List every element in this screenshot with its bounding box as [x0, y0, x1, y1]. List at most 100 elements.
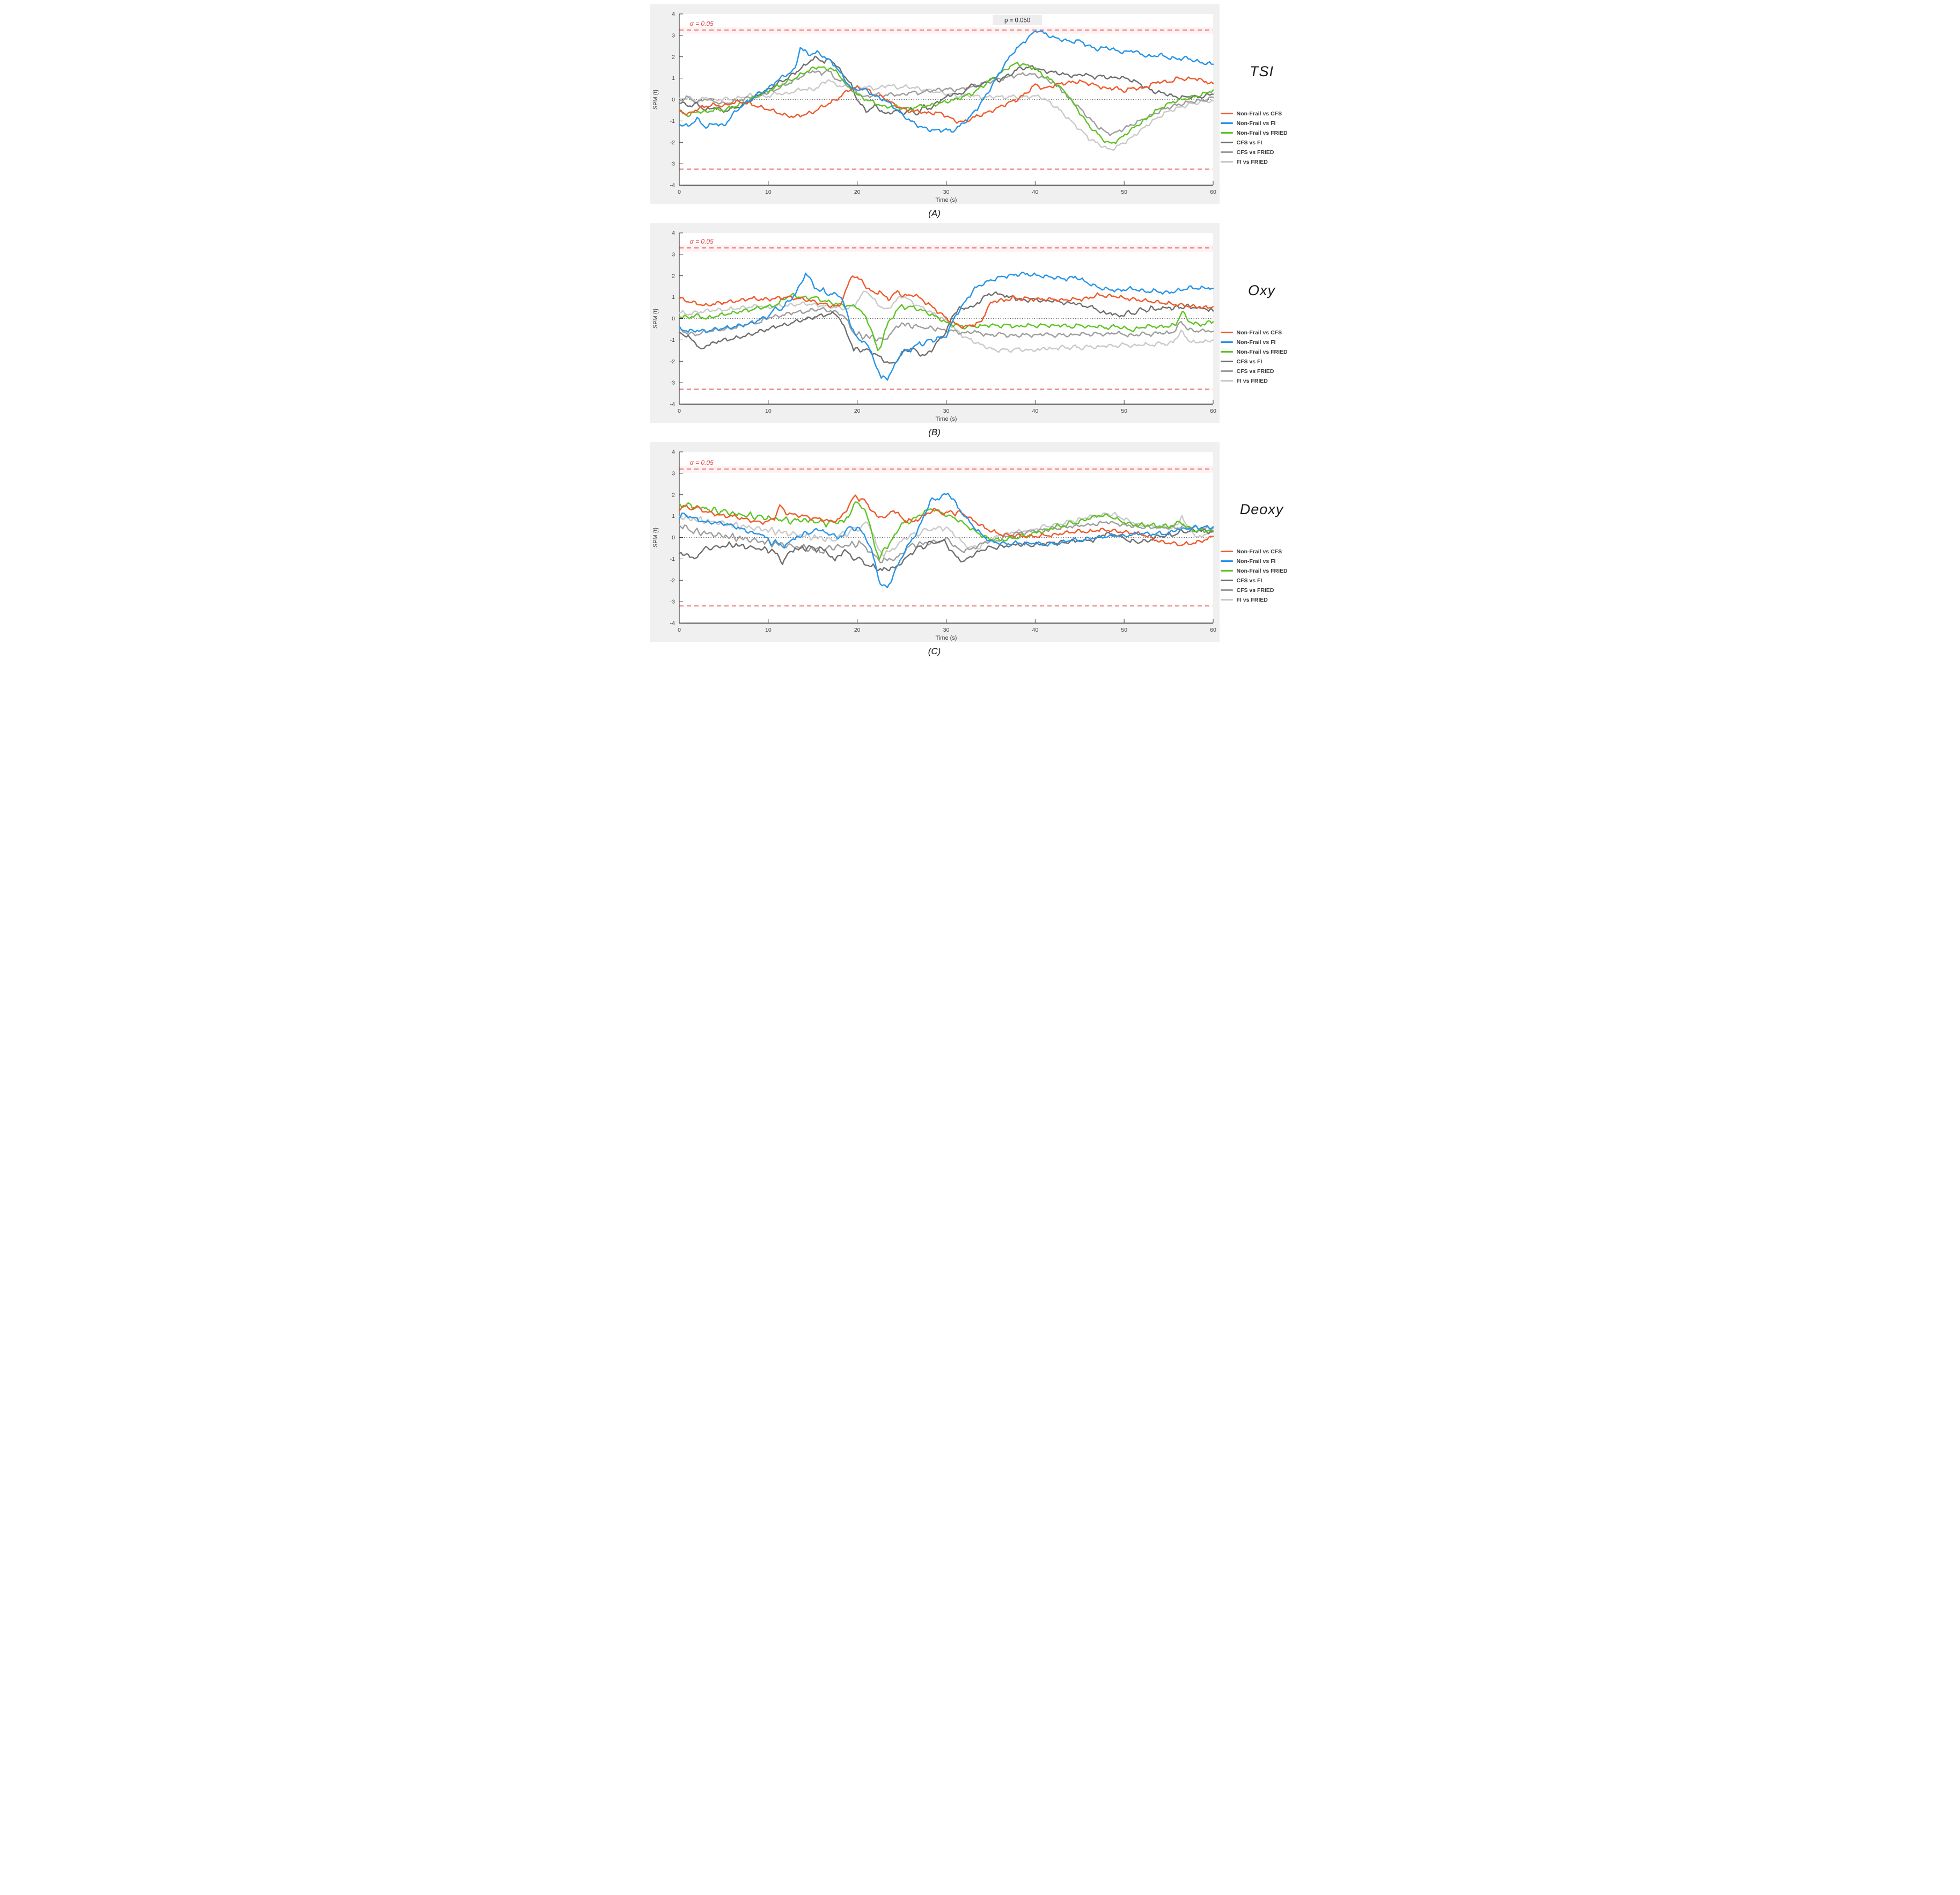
y-tick-label: 1: [672, 294, 675, 301]
x-tick-label: 40: [1032, 627, 1038, 633]
x-tick-label: 60: [1210, 627, 1216, 633]
legend-item: Non-Frail vs CFS: [1220, 110, 1288, 117]
legend-item: Non-Frail vs CFS: [1220, 329, 1288, 336]
legend-label: CFS vs FI: [1236, 358, 1262, 365]
y-tick-label: -3: [670, 161, 674, 167]
x-tick-label: 30: [943, 627, 949, 633]
y-tick-label: 3: [672, 470, 675, 477]
series-line-fi-vs-fried: [678, 290, 1214, 353]
y-tick-label: -2: [670, 358, 674, 365]
x-tick-label: 0: [678, 627, 681, 633]
panel-b-caption: (B): [928, 427, 941, 437]
y-tick-label: -3: [670, 380, 674, 386]
legend-label: FI vs FRIED: [1236, 158, 1268, 165]
y-tick-label: 2: [672, 492, 675, 498]
legend-item: Non-Frail vs FI: [1220, 558, 1288, 565]
y-tick-label: -1: [670, 556, 674, 562]
figure-page: 4 3 2 1 0 -1 -2 -3 -4 0 10 20 30 40 50 60 Time (s) SPM {t…: [645, 0, 1315, 667]
panel-a-row: 4 3 2 1 0 -1 -2 -3 -4 0 10 20 30 40 50 60 Time (s) SPM {t…: [649, 4, 1315, 204]
legend-label: Non-Frail vs FI: [1236, 339, 1276, 346]
y-tick-label: 2: [672, 273, 675, 279]
x-tick-label: 20: [854, 408, 860, 414]
panel-a-sidebar: TSI Non-Frail vs CFS Non-Frail vs FI Non-F…: [1219, 4, 1304, 204]
panel-a-chart-box: 4 3 2 1 0 -1 -2 -3 -4 0 10 20 30 40 50 60 Time (s) SPM {t…: [649, 4, 1220, 204]
x-tick-label: 40: [1032, 408, 1038, 414]
legend-label: Non-Frail vs FI: [1236, 120, 1276, 127]
legend-swatch: [1220, 589, 1233, 591]
series-line-non-frail-vs-cfs: [678, 494, 1214, 546]
panel-a-caption-row: (A): [649, 204, 1315, 223]
legend-item: FI vs FRIED: [1220, 596, 1288, 603]
series-line-non-frail-vs-fried: [678, 501, 1214, 560]
legend-swatch: [1220, 161, 1233, 163]
y-axis-label: SPM {t}: [652, 528, 659, 548]
series-line-non-frail-vs-fi: [678, 30, 1214, 133]
legend-label: Non-Frail vs CFS: [1236, 548, 1282, 555]
x-tick-label: 10: [765, 408, 771, 414]
legend-swatch: [1220, 122, 1233, 124]
x-tick-label: 40: [1032, 189, 1038, 195]
x-tick-label: 30: [943, 408, 949, 414]
y-tick-label: 1: [672, 75, 675, 82]
panel-c-caption-row: (C): [649, 642, 1315, 661]
alpha-label: α = 0.05: [689, 459, 713, 466]
legend-swatch: [1220, 151, 1233, 153]
y-tick-label: -4: [670, 620, 674, 627]
series-line-non-frail-vs-fried: [678, 292, 1214, 352]
y-tick-label: 4: [672, 230, 675, 237]
series-line-fi-vs-fried: [678, 511, 1214, 558]
panel-b-row: 4 3 2 1 0 -1 -2 -3 -4 0 10 20 30 40 50 60 Time (s) SPM {t…: [649, 223, 1315, 423]
legend-label: CFS vs FRIED: [1236, 149, 1274, 156]
legend-label: FI vs FRIED: [1236, 377, 1268, 384]
x-tick-label: 20: [854, 627, 860, 633]
legend-label: Non-Frail vs FI: [1236, 558, 1276, 565]
legend-swatch: [1220, 380, 1233, 382]
y-tick-label: -4: [670, 182, 674, 189]
p-annotation-box: [992, 14, 1042, 25]
legend-swatch: [1220, 551, 1233, 552]
x-axis-label: Time (s): [935, 197, 957, 203]
y-tick-label: 2: [672, 54, 675, 60]
series-line-cfs-vs-fi: [678, 528, 1214, 572]
y-tick-label: 3: [672, 32, 675, 39]
legend-swatch: [1220, 142, 1233, 143]
legend-swatch: [1220, 361, 1233, 362]
y-tick-label: -1: [670, 118, 674, 125]
legend-label: Non-Frail vs FRIED: [1236, 129, 1288, 136]
x-tick-label: 20: [854, 189, 860, 195]
y-tick-label: 1: [672, 513, 675, 520]
panel-c-row: 4 3 2 1 0 -1 -2 -3 -4 0 10 20 30 40 50 60 Time (s) SPM {t…: [649, 442, 1315, 642]
legend-label: FI vs FRIED: [1236, 596, 1268, 603]
x-axis-label: Time (s): [935, 635, 957, 641]
legend-label: CFS vs FRIED: [1236, 368, 1274, 375]
series-line-non-frail-vs-fi: [678, 272, 1214, 381]
series-line-non-frail-vs-fried: [678, 62, 1214, 144]
legend-item: CFS vs FI: [1220, 577, 1288, 584]
panel-c-caption: (C): [928, 646, 941, 656]
panel-a-caption: (A): [928, 208, 941, 218]
panel-b-legend: Non-Frail vs CFS Non-Frail vs FI Non-Frail…: [1220, 329, 1288, 384]
x-tick-label: 0: [678, 189, 681, 195]
legend-swatch: [1220, 351, 1233, 353]
legend-swatch: [1220, 341, 1233, 343]
x-tick-label: 10: [765, 189, 771, 195]
legend-label: CFS vs FI: [1236, 139, 1262, 146]
panel-c-sidebar: Deoxy Non-Frail vs CFS Non-Frail vs FI Non…: [1219, 442, 1304, 642]
panel-a-title: TSI: [1249, 63, 1274, 79]
legend-item: Non-Frail vs FRIED: [1220, 348, 1288, 355]
series-line-cfs-vs-fi: [678, 291, 1214, 364]
y-tick-label: 0: [672, 535, 675, 541]
x-tick-label: 60: [1210, 189, 1216, 195]
y-tick-label: 4: [672, 11, 675, 18]
y-axis-label: SPM {t}: [652, 90, 659, 110]
panel-b-chart-box: 4 3 2 1 0 -1 -2 -3 -4 0 10 20 30 40 50 60 Time (s) SPM {t…: [649, 223, 1220, 423]
legend-item: Non-Frail vs CFS: [1220, 548, 1288, 555]
y-tick-label: 4: [672, 449, 675, 456]
legend-label: Non-Frail vs CFS: [1236, 110, 1282, 117]
y-axis-label: SPM {t}: [652, 309, 659, 329]
legend-label: Non-Frail vs CFS: [1236, 329, 1282, 336]
legend-swatch: [1220, 560, 1233, 562]
